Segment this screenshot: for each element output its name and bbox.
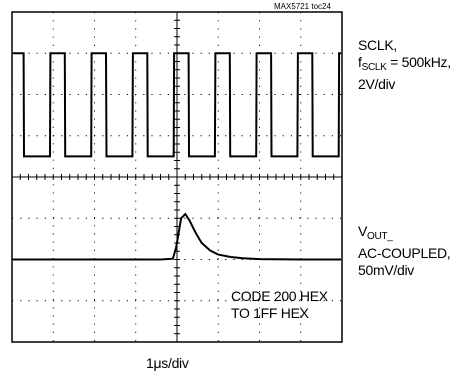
vout-name: VOUT_ — [358, 223, 393, 242]
vout-coupling: AC-COUPLED, — [358, 245, 451, 261]
code-label: CODE 200 HEX TO 1FF HEX — [231, 288, 328, 322]
vout-scale: 50mV/div — [358, 262, 414, 278]
sclk-scale: 2V/div — [358, 76, 396, 92]
sclk-label: SCLK, fSCLK = 500kHz, 2V/div — [358, 37, 451, 93]
time-scale-label: 1μs/div — [146, 355, 189, 371]
traces — [13, 52, 341, 261]
sclk-name: SCLK, — [358, 37, 397, 53]
trace-sclk — [13, 52, 341, 158]
trace-vout — [13, 212, 341, 261]
sclk-frequency: fSCLK = 500kHz, — [358, 54, 451, 73]
code-line-2: TO 1FF HEX — [231, 305, 309, 321]
grid — [12, 12, 342, 342]
vout-label: VOUT_ AC-COUPLED, 50mV/div — [358, 223, 451, 279]
code-line-1: CODE 200 HEX — [231, 288, 328, 304]
figure-tag: MAX5721 toc24 — [274, 2, 331, 11]
